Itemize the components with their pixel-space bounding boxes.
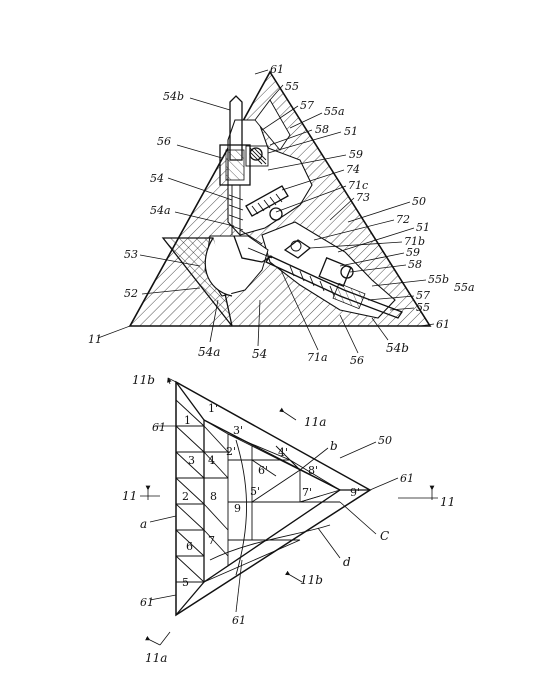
- facet-number: 8: [210, 490, 217, 503]
- facet-number: 5': [250, 485, 260, 498]
- ref-label: 54: [252, 347, 267, 361]
- ref-label: 54b: [386, 341, 409, 355]
- ref-label: 51: [416, 221, 430, 234]
- ref-label: 73: [356, 191, 370, 204]
- facet-number: 9': [350, 486, 360, 499]
- ref-label: a: [140, 517, 147, 531]
- facet-number: 6': [258, 464, 268, 477]
- ref-label: b: [330, 439, 338, 453]
- ref-label: 58: [315, 123, 329, 136]
- facet-number: 4': [278, 446, 288, 459]
- ref-label: 56: [350, 354, 364, 367]
- facet-number: 1: [184, 414, 191, 427]
- facet-number: 2: [182, 490, 189, 503]
- facet-number: 2': [226, 445, 236, 458]
- ref-label: 55a: [324, 105, 345, 118]
- facet-number: 1': [208, 402, 218, 415]
- ref-label: 55: [285, 80, 299, 93]
- ref-label: 58: [408, 258, 422, 271]
- facet-number: 5: [182, 576, 189, 589]
- ref-label: 11: [440, 495, 455, 509]
- prism-outline: [176, 382, 370, 615]
- ref-label: 57: [300, 99, 314, 112]
- ref-label: 52: [124, 287, 138, 300]
- ref-label: 11: [88, 333, 102, 346]
- faceted-prism-figure: 1 1' 3' 3 4 2' 4' 2 8 6' 8' 5' 7' 9' 9 6…: [122, 373, 455, 665]
- ref-label: 50: [378, 434, 392, 447]
- facet-number: 3: [188, 454, 195, 467]
- ref-label: 55a: [454, 281, 475, 294]
- ref-label: 61: [270, 63, 284, 76]
- ref-label: 61: [232, 614, 246, 627]
- reference-labels-bottom: 11b 11a b 50 61 61 11 11 a C d 11b 61 61…: [122, 373, 455, 665]
- ref-label: 71a: [307, 351, 328, 364]
- cross-section-figure: 61 55 54b 57 55a 56 58 51 59 74 54 71c 7…: [88, 63, 475, 367]
- ref-label: C: [380, 529, 389, 543]
- facet-number: 6: [186, 540, 193, 553]
- ref-label: 11b: [300, 573, 323, 587]
- ref-label: 11b: [132, 373, 155, 387]
- ref-label: 61: [436, 318, 450, 331]
- facet-number: 9: [234, 502, 241, 515]
- ref-label: 55: [416, 301, 430, 314]
- facet-number: 7': [302, 486, 312, 499]
- facet-number: 8': [308, 464, 318, 477]
- ref-label: 74: [346, 163, 360, 176]
- facet-number: 4: [208, 454, 215, 467]
- ref-label: 55b: [428, 273, 449, 286]
- facet-cell-numbers: 1 1' 3' 3 4 2' 4' 2 8 6' 8' 5' 7' 9' 9 6…: [182, 402, 360, 589]
- ref-label: 53: [124, 248, 138, 261]
- ref-label: 54: [150, 172, 164, 185]
- ref-label: 56: [157, 135, 171, 148]
- ref-label: 61: [400, 472, 414, 485]
- ref-label: 72: [396, 213, 410, 226]
- facet-number: 7: [208, 534, 215, 547]
- facet-number: 3': [233, 424, 243, 437]
- ref-label: 50: [412, 195, 426, 208]
- ref-label: 61: [152, 421, 166, 434]
- ref-label: 11a: [145, 651, 167, 665]
- ref-label: 59: [349, 148, 363, 161]
- ref-label: 11a: [304, 415, 326, 429]
- ref-label: 61: [140, 596, 154, 609]
- ref-label: 54b: [163, 90, 184, 103]
- ref-label: 11: [122, 489, 137, 503]
- ref-label: 54a: [198, 345, 220, 359]
- ref-label: 51: [344, 125, 358, 138]
- ref-label: d: [343, 555, 351, 569]
- ref-label: 54a: [150, 204, 171, 217]
